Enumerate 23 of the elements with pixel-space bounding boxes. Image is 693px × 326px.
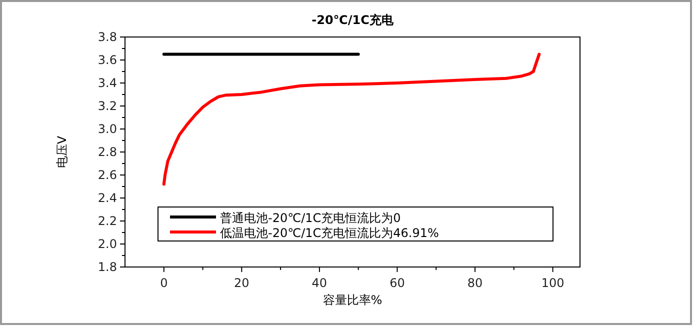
y-tick-label: 3.4 (98, 76, 117, 90)
y-tick-label: 1.8 (98, 260, 117, 274)
x-tick-label: 100 (541, 276, 564, 290)
y-tick-label: 2.4 (98, 191, 117, 205)
y-tick-label: 3.8 (98, 30, 117, 44)
line-series (162, 52, 541, 186)
legend-label: 低温电池-20℃/1C充电恒流比为46.91% (220, 226, 439, 240)
y-axis-title: 电压V (55, 135, 69, 168)
x-axis-title: 容量比率% (322, 293, 382, 307)
y-tick-label: 2.8 (98, 145, 117, 159)
y-tick-label: 2.0 (98, 237, 117, 251)
legend-label: 普通电池-20℃/1C充电恒流比为0 (220, 211, 401, 225)
y-tick-label: 2.6 (98, 168, 117, 182)
x-tick-label: 0 (160, 276, 168, 290)
chart-title: -20℃/1C充电 (312, 13, 394, 27)
x-tick-label: 20 (234, 276, 250, 290)
x-tick-label: 80 (467, 276, 483, 290)
y-tick-label: 3.6 (98, 53, 117, 67)
x-tick-label: 60 (390, 276, 405, 290)
x-tick-label: 40 (312, 276, 328, 290)
y-tick-label: 3.2 (98, 99, 117, 113)
y-tick-label: 2.2 (98, 214, 117, 228)
y-tick-label: 3.0 (98, 122, 117, 136)
